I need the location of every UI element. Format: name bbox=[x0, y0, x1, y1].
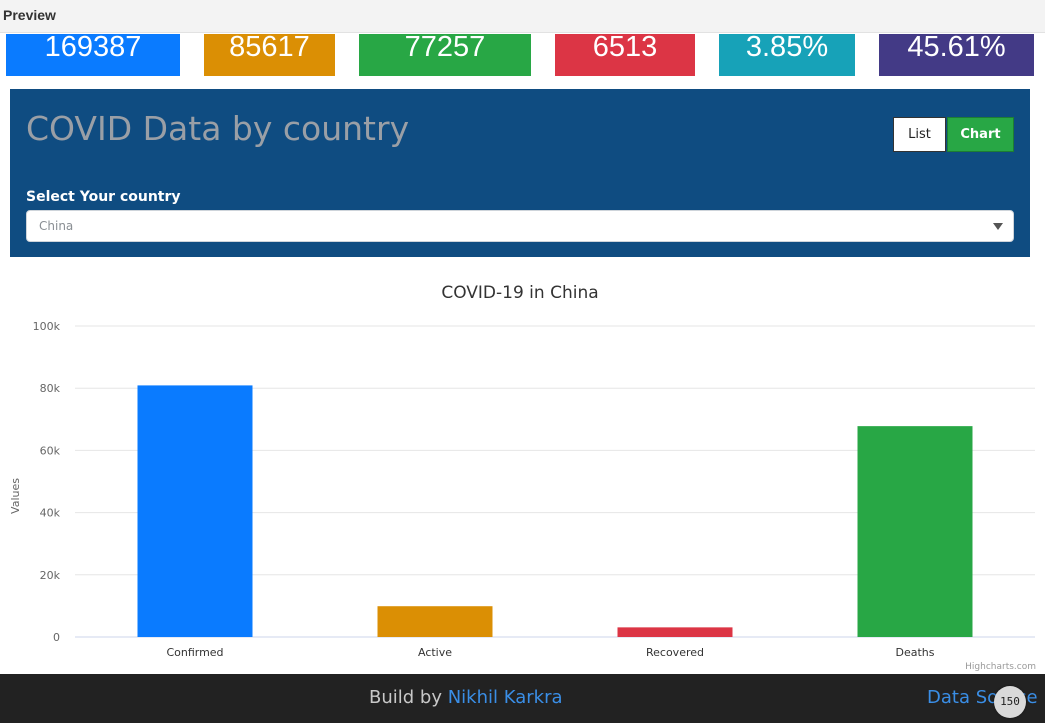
bar-active[interactable] bbox=[377, 606, 493, 637]
x-tick-label: Active bbox=[418, 646, 452, 659]
preview-title: Preview bbox=[3, 7, 56, 23]
country-select-label: Select Your country bbox=[26, 189, 181, 205]
footer-credit: Build by Nikhil Karkra bbox=[369, 687, 563, 708]
footer: Build by Nikhil Karkra Data Source bbox=[0, 674, 1045, 723]
footer-build-prefix: Build by bbox=[369, 687, 448, 708]
y-axis-title: Values bbox=[9, 478, 22, 514]
stat-card-active: 85617 bbox=[204, 34, 335, 76]
country-select-value: China bbox=[39, 219, 74, 233]
y-tick-label: 100k bbox=[33, 320, 61, 333]
y-tick-label: 20k bbox=[40, 569, 61, 582]
chevron-down-icon bbox=[993, 223, 1003, 230]
country-panel: COVID Data by country List Chart Select … bbox=[10, 89, 1030, 257]
preview-bar: Preview bbox=[0, 0, 1045, 33]
author-link[interactable]: Nikhil Karkra bbox=[447, 687, 563, 708]
y-tick-label: 80k bbox=[40, 382, 61, 395]
bar-confirmed[interactable] bbox=[137, 385, 253, 637]
chart-credit[interactable]: Highcharts.com bbox=[965, 662, 1036, 672]
stat-card-deaths: 6513 bbox=[555, 34, 695, 76]
bar-deaths[interactable] bbox=[857, 426, 973, 637]
x-tick-label: Confirmed bbox=[166, 646, 223, 659]
bar-chart: COVID-19 in China 0 20k 40k 60k 80k 100k Confi… bbox=[9, 283, 1036, 672]
y-tick-label: 60k bbox=[40, 444, 61, 457]
x-tick-label: Deaths bbox=[896, 646, 935, 659]
x-tick-label: Recovered bbox=[646, 646, 704, 659]
stat-card-recovered: 77257 bbox=[359, 34, 531, 76]
country-select[interactable]: China bbox=[26, 210, 1014, 242]
bar-recovered[interactable] bbox=[617, 627, 733, 637]
y-tick-label: 40k bbox=[40, 507, 61, 520]
y-tick-label: 0 bbox=[53, 631, 60, 644]
chart-view-button[interactable]: Chart bbox=[947, 117, 1014, 152]
stat-card-recovery-rate: 45.61% bbox=[879, 34, 1034, 76]
counter-badge: 150 bbox=[994, 686, 1026, 718]
list-view-button[interactable]: List bbox=[893, 117, 946, 152]
chart-title: COVID-19 in China bbox=[441, 283, 598, 303]
stat-card-death-rate: 3.85% bbox=[719, 34, 855, 76]
panel-title: COVID Data by country bbox=[26, 109, 410, 148]
stat-card-confirmed: 169387 bbox=[6, 34, 180, 76]
